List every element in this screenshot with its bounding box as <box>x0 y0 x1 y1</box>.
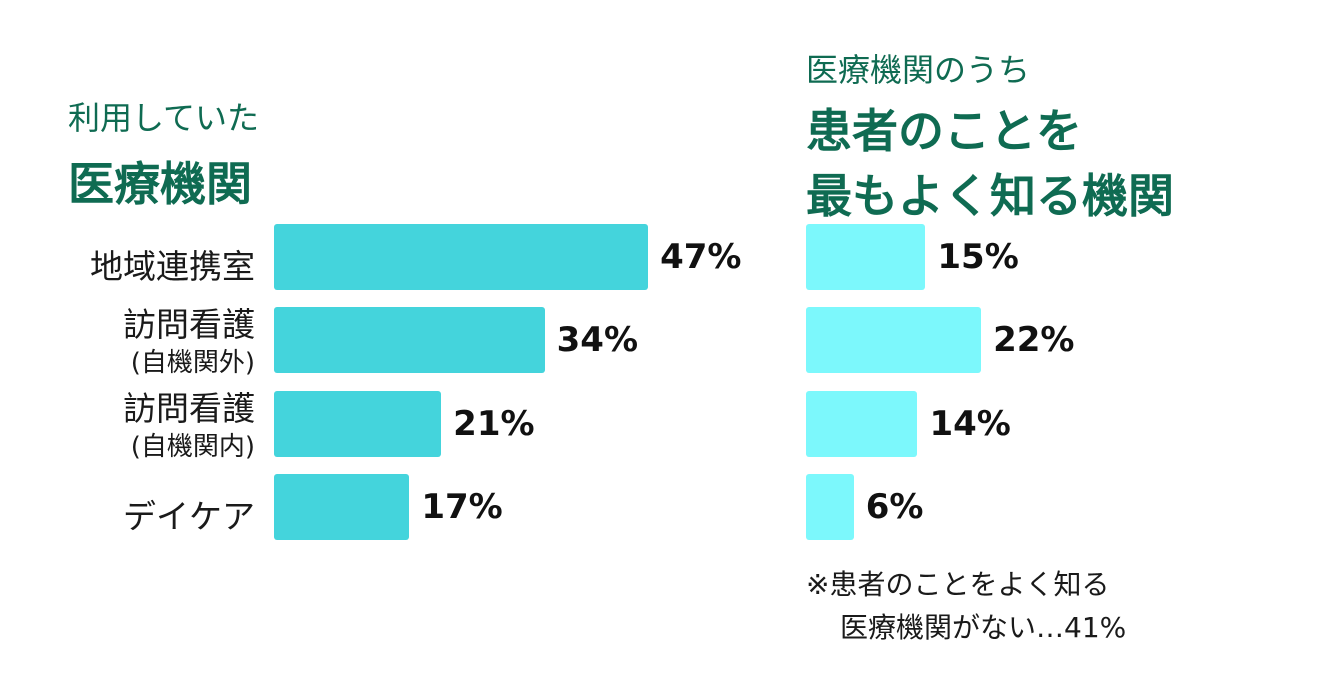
right-value-label-2: 22% <box>993 320 1075 360</box>
right-value-label-4: 6% <box>865 487 924 527</box>
category-label-4: デイケア <box>123 497 255 536</box>
note-line2: 医療機関がない…41% <box>840 611 1127 644</box>
category-label-3: 訪問看護 (自機関内) <box>123 389 255 463</box>
left-value-label-4: 17% <box>421 487 503 527</box>
right-value-label-1: 15% <box>937 237 1019 277</box>
left-bar-4 <box>274 474 410 540</box>
left-value-label-2: 34% <box>556 320 639 360</box>
note-line1: ※患者のことをよく知る <box>806 568 1110 601</box>
left-value-label-1: 47% <box>660 237 742 277</box>
right-chart-title-line1: 医療機関のうち <box>806 51 1031 89</box>
right-value-label-3: 14% <box>929 404 1011 444</box>
right-bar-4 <box>806 474 854 540</box>
right-chart-title-line3: 最もよく知る機関 <box>806 169 1174 223</box>
left-value-label-3: 21% <box>453 404 535 444</box>
left-bar-3 <box>274 391 442 457</box>
right-bar-3 <box>806 391 918 457</box>
right-bar-2 <box>806 307 982 373</box>
left-bar-1 <box>274 224 649 290</box>
right-bar-1 <box>806 224 926 290</box>
left-bar-2 <box>274 307 545 373</box>
category-label-2: 訪問看護 (自機関外) <box>123 305 255 379</box>
right-chart-title-line2: 患者のことを <box>806 104 1082 158</box>
left-chart-title-line1: 利用していた <box>68 99 260 137</box>
left-chart-title-line2: 医療機関 <box>68 157 252 211</box>
category-label-1: 地域連携室 <box>90 247 255 286</box>
